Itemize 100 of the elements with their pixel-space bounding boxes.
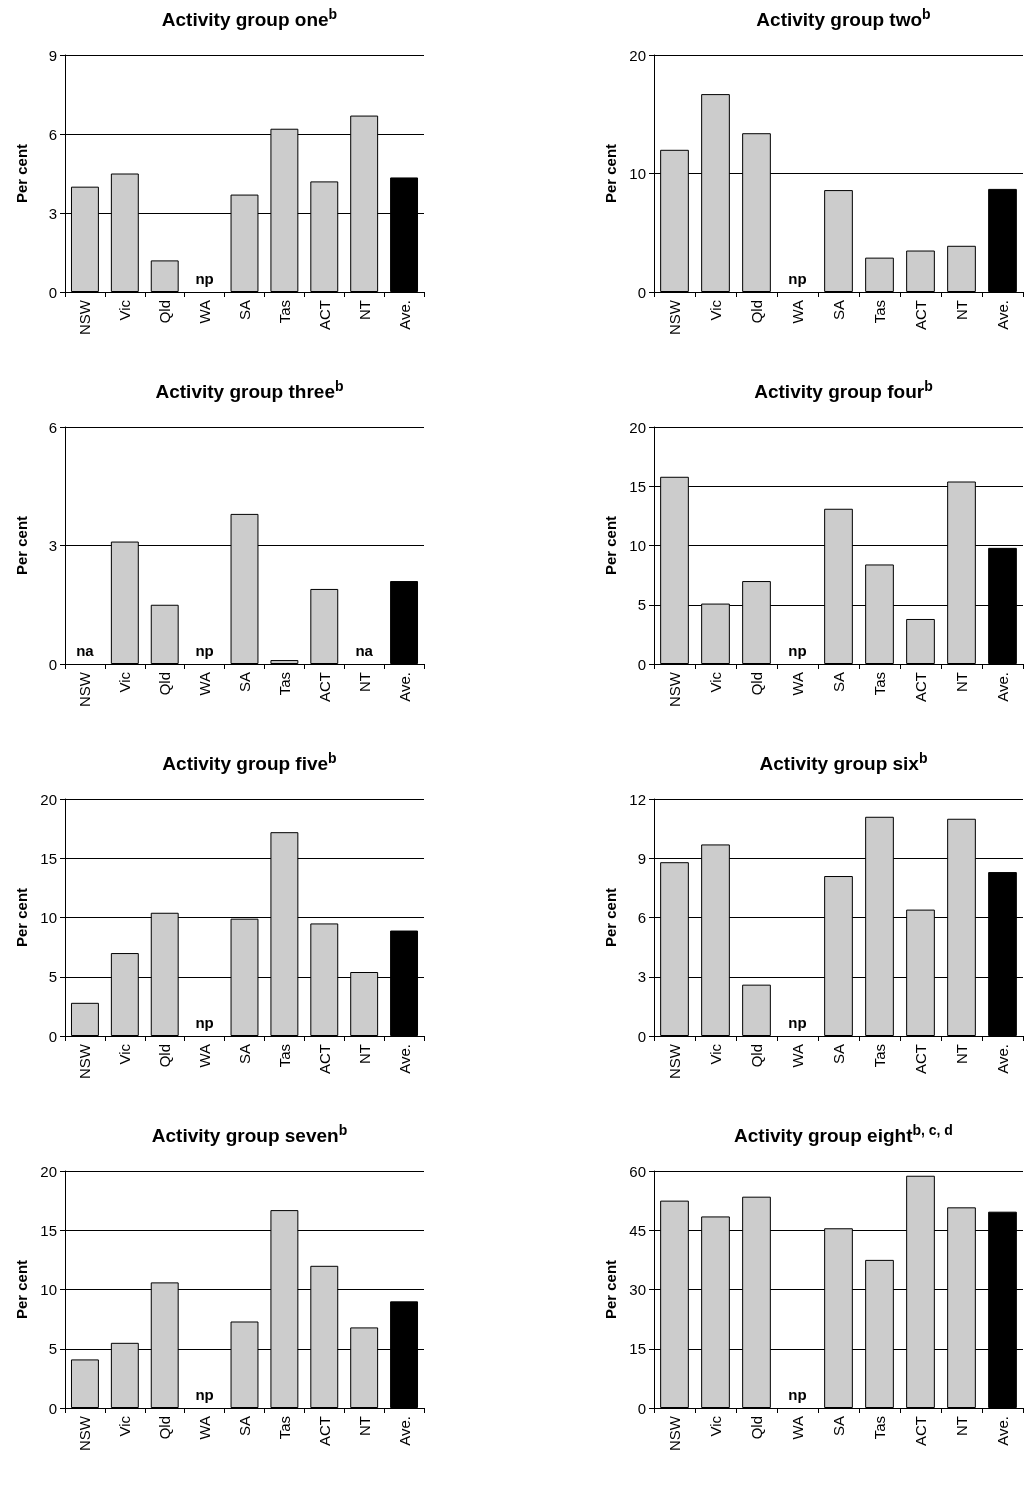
- x-tick-label: NT: [355, 1416, 373, 1436]
- y-axis-title: Per cent: [602, 515, 619, 576]
- y-axis-title: Per cent: [602, 887, 619, 948]
- x-tick-label: SA: [236, 672, 253, 693]
- x-tick-label: Qld: [748, 1044, 765, 1068]
- y-tick-label: 9: [48, 46, 57, 64]
- x-tick-label: NSW: [76, 671, 94, 707]
- x-tick-label: ACT: [912, 1044, 929, 1074]
- y-tick-label: 5: [48, 1340, 57, 1358]
- x-tick-label: Vic: [707, 299, 724, 321]
- x-tick-label: Tas: [275, 300, 293, 324]
- y-tick-label: 0: [637, 1027, 646, 1045]
- x-tick-label: WA: [196, 672, 214, 696]
- x-tick-label: Vic: [707, 1415, 724, 1437]
- y-tick-label: 6: [48, 418, 57, 436]
- x-tick-label: Qld: [748, 672, 765, 696]
- x-tick-label: NT: [953, 1416, 970, 1436]
- y-tick-label: 10: [629, 537, 646, 554]
- x-tick-label: Ave.: [395, 672, 413, 702]
- x-tick-label: NT: [953, 300, 970, 320]
- bar: [70, 1002, 99, 1036]
- y-tick-label: 20: [40, 1162, 57, 1180]
- x-tick-label: ACT: [315, 1416, 333, 1446]
- x-tick-label: NT: [953, 1044, 970, 1064]
- x-tick-label: Tas: [871, 1044, 888, 1068]
- x-tick-label: Qld: [156, 300, 174, 324]
- bar: [150, 260, 179, 292]
- y-tick-label: 0: [637, 283, 646, 301]
- y-tick-label: 20: [629, 46, 646, 64]
- x-tick-label: NT: [953, 672, 970, 692]
- x-tick-label: Ave.: [994, 672, 1011, 702]
- x-tick-label: Ave.: [395, 1416, 413, 1446]
- text: np: [195, 1386, 214, 1403]
- y-tick-label: 0: [48, 1399, 57, 1417]
- x-tick-label: Ave.: [994, 1044, 1011, 1074]
- y-tick-label: 0: [637, 1399, 646, 1417]
- bar: [906, 250, 935, 292]
- x-tick-label: SA: [236, 1416, 253, 1437]
- bar: [988, 188, 1017, 292]
- y-tick-label: 3: [637, 968, 646, 986]
- x-tick-label: NT: [355, 672, 373, 692]
- x-tick-label: ACT: [315, 300, 333, 330]
- text: np: [788, 270, 807, 287]
- x-tick-label: Ave.: [994, 1416, 1011, 1446]
- y-tick-label: 15: [629, 477, 646, 495]
- y-axis-title: Per cent: [602, 1259, 619, 1320]
- y-tick-label: 0: [48, 1027, 57, 1045]
- y-tick-label: 3: [48, 204, 57, 222]
- y-tick-label: 20: [629, 418, 646, 436]
- y-tick-label: 6: [637, 909, 646, 926]
- x-tick-label: Qld: [748, 1416, 765, 1440]
- x-tick-label: NSW: [76, 1415, 94, 1451]
- x-tick-label: SA: [830, 300, 847, 321]
- y-tick-label: 60: [629, 1162, 646, 1180]
- bar: [906, 618, 935, 664]
- y-tick-label: 10: [40, 909, 57, 926]
- y-tick-label: 5: [48, 968, 57, 986]
- x-tick-label: WA: [789, 672, 806, 696]
- x-tick-label: WA: [789, 1044, 806, 1068]
- bar: [270, 660, 299, 664]
- y-tick-label: 9: [637, 849, 646, 867]
- y-tick-label: 0: [48, 655, 57, 673]
- bar: [742, 984, 771, 1036]
- y-tick-label: 12: [629, 790, 646, 808]
- x-tick-label: WA: [196, 300, 214, 324]
- x-tick-label: Vic: [116, 299, 134, 321]
- x-tick-label: Qld: [748, 300, 765, 324]
- text: na: [355, 642, 373, 659]
- y-tick-label: 3: [48, 537, 57, 554]
- x-tick-label: NSW: [76, 299, 94, 335]
- y-tick-label: 15: [40, 1221, 57, 1239]
- x-tick-label: Tas: [871, 300, 888, 324]
- y-tick-label: 10: [40, 1281, 57, 1298]
- y-axis-title: Per cent: [13, 1259, 30, 1320]
- x-tick-label: SA: [236, 300, 253, 321]
- y-tick-label: 0: [48, 283, 57, 301]
- y-tick-label: 30: [629, 1281, 646, 1298]
- bar: [390, 581, 419, 664]
- x-tick-label: Tas: [871, 672, 888, 696]
- bar: [150, 604, 179, 664]
- x-tick-label: Ave.: [395, 300, 413, 330]
- bar: [947, 245, 976, 292]
- x-tick-label: SA: [830, 1044, 847, 1065]
- y-tick-label: 0: [637, 655, 646, 673]
- y-axis-title: Per cent: [13, 515, 30, 576]
- x-tick-label: Tas: [275, 1416, 293, 1440]
- x-tick-label: WA: [789, 300, 806, 324]
- x-tick-label: ACT: [315, 1044, 333, 1074]
- x-tick-label: NSW: [666, 671, 683, 707]
- x-tick-label: ACT: [912, 300, 929, 330]
- x-tick-label: WA: [196, 1044, 214, 1068]
- x-tick-label: Tas: [275, 1044, 293, 1068]
- y-tick-label: 6: [48, 125, 57, 143]
- x-tick-label: ACT: [912, 672, 929, 702]
- x-tick-label: Qld: [156, 672, 174, 696]
- x-tick-label: ACT: [315, 672, 333, 702]
- text: np: [788, 1386, 807, 1403]
- x-tick-label: Vic: [707, 671, 724, 693]
- x-tick-label: Ave.: [395, 1044, 413, 1074]
- bar: [70, 1359, 99, 1408]
